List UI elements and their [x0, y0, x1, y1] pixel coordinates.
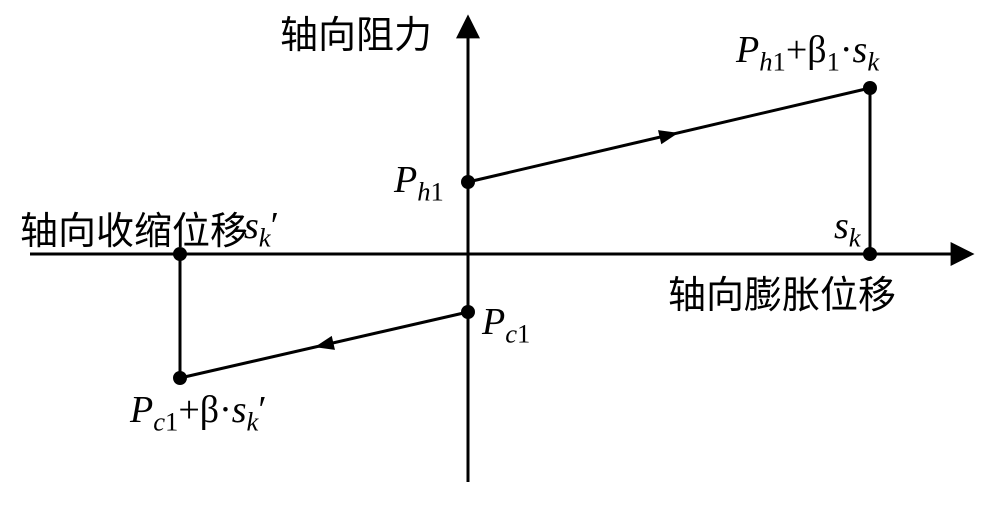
y-axis-title: 轴向阻力	[280, 4, 432, 59]
label-sk-neg: sk′	[244, 204, 279, 254]
x-axis-pos-label: 轴向膨胀位移	[668, 264, 896, 319]
x-axis-neg-label: 轴向收缩位移	[20, 200, 248, 255]
label-Ph1-top: Ph1+β1·sk	[736, 28, 879, 78]
label-Ph1: Ph1	[394, 158, 444, 208]
diagram-container: 轴向阻力 轴向收缩位移 轴向膨胀位移 Ph1 Ph1+β1·sk sk Pc1 …	[0, 0, 1000, 508]
label-Pc1-bot: Pc1+β·sk′	[130, 388, 267, 438]
label-Pc1: Pc1	[482, 300, 530, 350]
label-sk-pos: sk	[834, 204, 861, 254]
